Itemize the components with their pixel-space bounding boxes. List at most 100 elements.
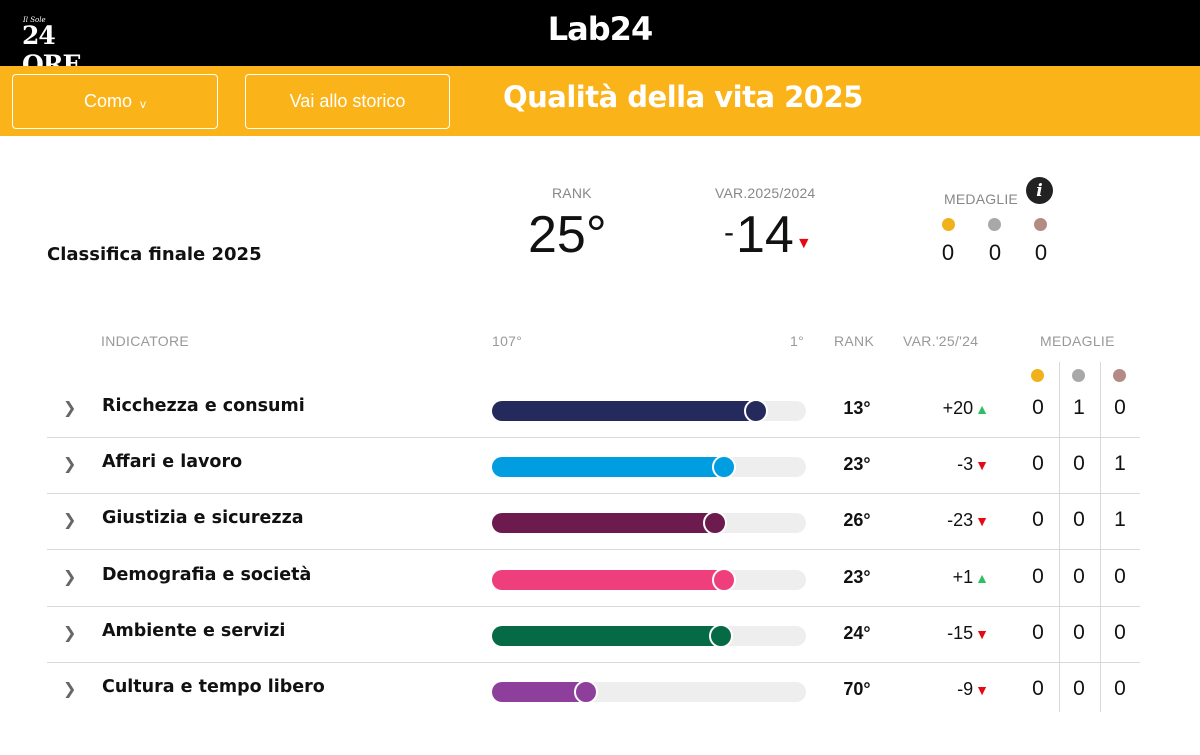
variation-value: +1 [952,566,974,587]
scale-min-label: 107° [492,333,523,349]
chevron-right-icon[interactable]: ❯ [63,566,77,586]
rank-bar-knob [712,567,736,592]
silver-count: 0 [1073,452,1085,476]
rank-bar-knob [709,623,733,648]
indicator-name[interactable]: Affari e lavoro [102,452,243,473]
indicator-rank: 70° [843,679,871,699]
silver-count: 0 [988,240,1002,265]
variation-value: -3 [957,454,974,475]
rank-bar [492,623,806,648]
rank-bar-fill [492,513,725,534]
indicator-name[interactable]: Ricchezza e consumi [102,396,305,416]
lab24-logo[interactable]: Lab24 [547,10,653,48]
rank-label: RANK [552,185,592,201]
medal-column-divider [1059,362,1060,712]
sole-24-ore-logo[interactable]: Il Sole 24 ORE [22,16,112,79]
chevron-right-icon[interactable]: ❯ [63,398,77,417]
variation-sign: - [724,216,734,249]
variation-value: -9 [957,679,974,699]
indicator-variation: +1 ▲ [897,567,989,588]
rank-bar [492,511,806,536]
rank-bar-fill [492,457,734,478]
row-divider [47,493,1140,495]
history-button[interactable]: Vai allo storico [245,74,450,129]
city-label: Como [83,91,132,111]
rank-bar-knob [744,399,768,423]
table-row[interactable]: ❯ Ricchezza e consumi 13° +20 ▲ 0 1 0 [47,382,1140,438]
medals-label: MEDAGLIE [944,191,1018,207]
toolbar: Como v Vai allo storico Qualità della vi… [0,66,1200,136]
bronze-count: 1 [1114,508,1126,532]
silver-count: 1 [1073,396,1085,419]
city-dropdown-button[interactable]: Como v [12,74,218,129]
gold-count: 0 [941,240,955,265]
rank-bar-fill [492,682,596,702]
medals-column-header: MEDAGLIE [1040,333,1115,349]
gold-count: 0 [1032,620,1044,644]
table-row[interactable]: ❯ Ambiente e servizi 24° -15 ▼ 0 0 0 [47,607,1140,663]
indicator-variation: +20 ▲ [897,398,989,419]
variation-value: -23 [947,510,974,531]
silver-medal-icon [1072,369,1085,382]
variation-label: VAR.2025/2024 [715,185,816,201]
row-divider [47,549,1140,551]
down-arrow-icon: ▼ [795,235,812,252]
gold-count: 0 [1032,564,1044,588]
silver-count: 0 [1073,564,1085,588]
indicator-name[interactable]: Giustizia e sicurezza [102,508,304,529]
rank-bar-knob [703,511,727,536]
indicator-rank: 26° [843,510,871,531]
gold-count: 0 [1032,508,1044,532]
gold-count: 0 [1032,396,1044,419]
indicator-variation: -23 ▼ [897,510,989,531]
indicator-rank: 13° [843,398,871,418]
silver-count: 0 [1073,677,1085,700]
table-row[interactable]: ❯ Demografia e società 23° +1 ▲ 0 0 0 [47,551,1140,607]
silver-medal-icon [988,218,1001,231]
chevron-right-icon[interactable]: ❯ [63,510,77,530]
chevron-right-icon[interactable]: ❯ [63,679,77,698]
rank-bar [492,567,806,592]
chevron-right-icon[interactable]: ❯ [63,622,77,642]
logo-small-text: Il Sole [23,16,46,24]
table-row[interactable]: ❯ Giustizia e sicurezza 26° -23 ▼ 0 0 1 [47,494,1140,551]
indicator-variation: -9 ▼ [897,679,989,700]
bronze-count: 1 [1114,452,1126,476]
row-divider [47,437,1140,438]
silver-count: 0 [1073,620,1085,644]
rank-bar-knob [712,455,736,480]
indicator-name[interactable]: Ambiente e servizi [102,620,286,641]
rank-bar [492,455,806,480]
variation-arrow-icon: ▼ [975,513,989,530]
rank-bar-fill [492,401,766,421]
chevron-right-icon[interactable]: ❯ [63,454,77,474]
table-row[interactable]: ❯ Cultura e tempo libero 70° -9 ▼ 0 0 0 [47,663,1140,719]
bronze-medal-icon [1034,218,1047,231]
bronze-count: 0 [1114,620,1126,644]
info-icon[interactable]: i [1026,177,1053,204]
variation-value: -15 [947,622,974,643]
indicator-rank: 23° [843,566,871,587]
silver-count: 0 [1073,508,1085,532]
variation-arrow-icon: ▲ [975,569,989,586]
gold-count: 0 [1032,452,1044,476]
gold-medal-icon [942,218,955,231]
bronze-count: 0 [1034,240,1048,265]
variation-arrow-icon: ▼ [975,682,989,698]
overall-variation: -14 ▼ [724,205,812,265]
rank-bar-knob [574,680,598,704]
page-title: Qualità della vita 2025 [503,80,863,114]
rank-column-header: RANK [834,333,875,349]
indicator-name[interactable]: Demografia e società [102,564,312,585]
rank-bar [492,680,806,704]
indicator-variation: -15 ▼ [897,623,989,644]
indicator-rank: 23° [843,454,871,475]
indicator-name[interactable]: Cultura e tempo libero [102,677,325,697]
indicator-variation: -3 ▼ [897,454,989,475]
table-row[interactable]: ❯ Affari e lavoro 23° -3 ▼ 0 0 1 [47,438,1140,495]
bronze-count: 0 [1114,677,1126,700]
row-divider [47,661,1140,663]
rank-bar-fill [492,625,731,646]
bronze-count: 0 [1114,396,1126,419]
variation-value: +20 [942,398,974,418]
